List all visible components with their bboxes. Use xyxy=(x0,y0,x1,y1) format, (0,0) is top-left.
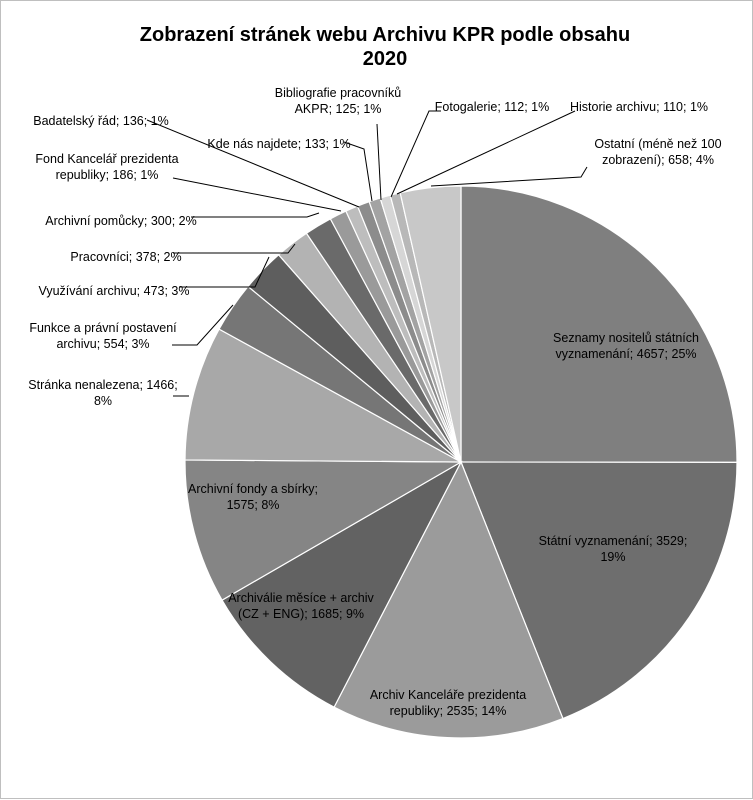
slice-data-label: (CZ + ENG); 1685; 9% xyxy=(238,607,364,621)
slice-data-label: Archivní pomůcky; 300; 2% xyxy=(45,214,196,228)
leader-line xyxy=(191,212,320,218)
slice-data-label: 19% xyxy=(600,550,625,564)
slice-data-label: Funkce a právní postavení xyxy=(29,321,177,335)
slice-data-label: zobrazení); 658; 4% xyxy=(602,153,714,167)
pie-slice xyxy=(460,185,738,463)
slice-data-label: 1575; 8% xyxy=(227,498,280,512)
slice-data-label: archivu; 554; 3% xyxy=(56,337,149,351)
leader-line xyxy=(376,123,382,201)
slice-data-label: Archiválie měsíce + archiv xyxy=(228,591,374,605)
chart-title-line1: Zobrazení stránek webu Archivu KPR podle… xyxy=(140,24,630,46)
slice-data-label: Fond Kancelář prezidenta xyxy=(35,152,178,166)
slice-data-label: Archiv Kanceláře prezidenta xyxy=(370,688,526,702)
slice-data-label: 8% xyxy=(94,394,112,408)
slice-data-label: Pracovníci; 378; 2% xyxy=(70,250,181,264)
slice-data-label: vyznamenání; 4657; 25% xyxy=(555,347,696,361)
slice-data-label: Bibliografie pracovníků xyxy=(275,86,402,100)
pie-slice xyxy=(184,459,464,601)
slice-data-label: Fotogalerie; 112; 1% xyxy=(435,100,549,114)
slice-data-label: Ostatní (méně než 100 xyxy=(594,137,721,151)
slice-data-label: republiky; 2535; 14% xyxy=(390,704,507,718)
leader-line xyxy=(173,243,296,254)
leader-line xyxy=(396,110,576,195)
leader-line xyxy=(390,110,441,198)
slice-data-label: Využívání archivu; 473; 3% xyxy=(38,284,189,298)
slice-data-label: Státní vyznamenání; 3529; xyxy=(539,534,688,548)
pie-slice xyxy=(460,461,738,720)
leader-line xyxy=(172,304,234,346)
pie-slice xyxy=(184,328,462,463)
slice-data-label: Archivní fondy a sbírky; xyxy=(188,482,318,496)
leader-line xyxy=(343,141,373,202)
slice-data-label: Badatelský řád; 136; 1% xyxy=(33,114,169,128)
leader-line xyxy=(172,177,342,212)
leader-line xyxy=(179,256,270,288)
pie-slice xyxy=(221,460,463,708)
leader-line xyxy=(146,119,360,208)
leader-lines xyxy=(146,110,588,397)
pie-slices xyxy=(184,185,738,739)
slice-data-label: Stránka nenalezena; 1466; xyxy=(28,378,177,392)
slice-data-label: Historie archivu; 110; 1% xyxy=(570,100,708,114)
leader-line xyxy=(430,166,588,187)
slice-data-label: republiky; 186; 1% xyxy=(56,168,159,182)
slice-data-label: Kde nás najdete; 133; 1% xyxy=(207,137,350,151)
slice-data-label: Seznamy nositelů státních xyxy=(553,331,699,345)
slice-data-label: AKPR; 125; 1% xyxy=(295,102,382,116)
chart-title-line2: 2020 xyxy=(363,48,408,70)
slice-labels: Seznamy nositelů státních vyznamenání; 46… xyxy=(28,86,721,718)
pie-slice xyxy=(333,460,564,739)
